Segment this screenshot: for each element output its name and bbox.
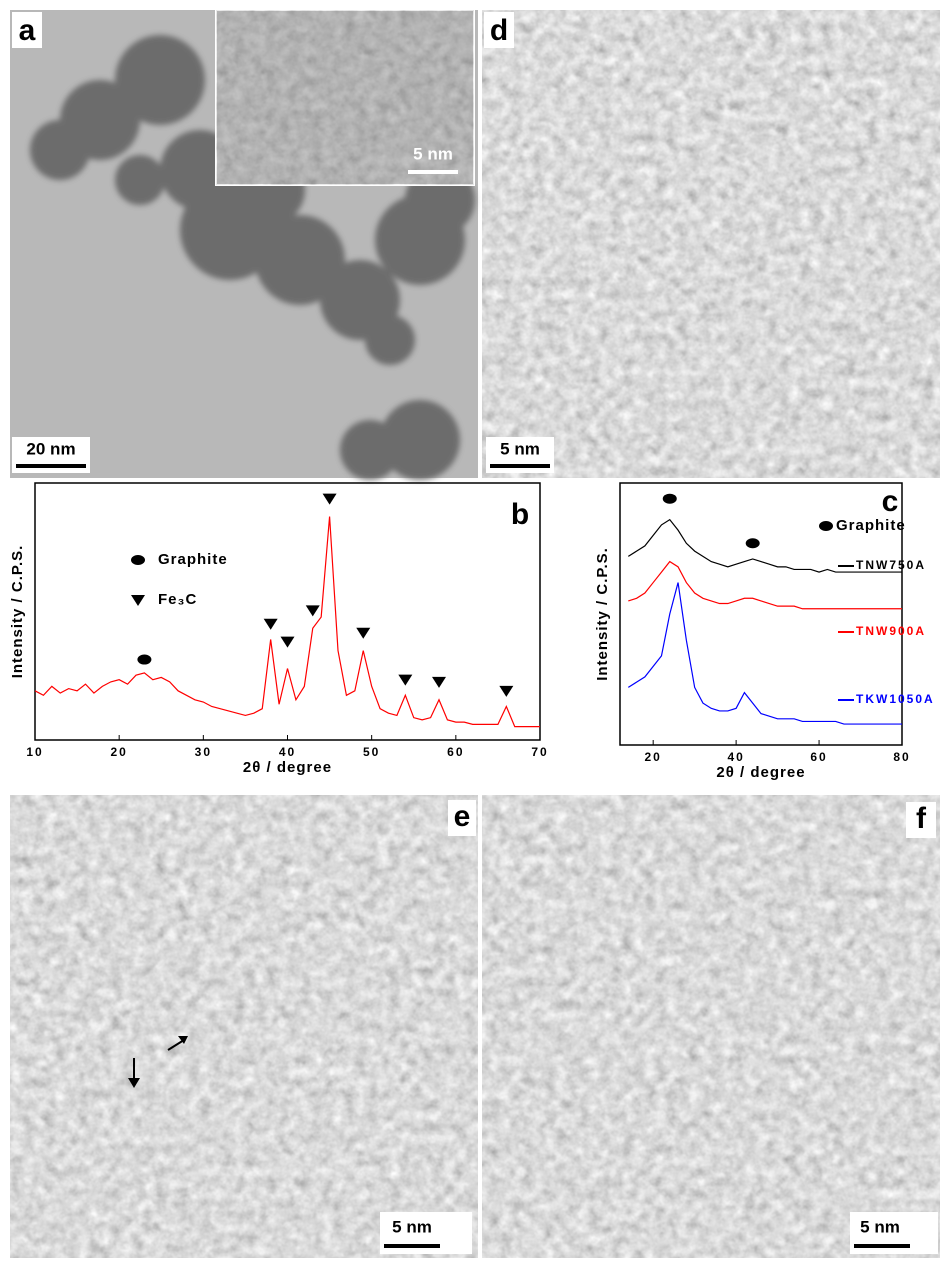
- legend-label: Fe₃C: [158, 591, 197, 608]
- panel-e: e 5 nm: [10, 795, 478, 1258]
- panel-a: a 20 nm 5 nm: [10, 10, 478, 480]
- peak-marker: [432, 677, 446, 688]
- x-tick-label: 80: [893, 750, 910, 764]
- x-tick-label: 60: [810, 750, 827, 764]
- panel-label: b: [511, 498, 529, 531]
- x-tick-label: 70: [531, 745, 548, 759]
- peak-marker: [306, 605, 320, 616]
- x-tick-label: 40: [279, 745, 296, 759]
- peak-marker: [137, 655, 151, 665]
- scale-bar-label: 5 nm: [413, 144, 453, 163]
- panel-label: a: [19, 14, 36, 47]
- scale-bar-label: 5 nm: [860, 1217, 900, 1236]
- peak-marker: [663, 494, 677, 504]
- panel-label: c: [882, 485, 899, 518]
- peak-marker: [323, 494, 337, 505]
- x-tick-label: 40: [727, 750, 744, 764]
- scale-bar-label: 5 nm: [500, 439, 540, 458]
- panel-label: f: [916, 802, 927, 835]
- peak-marker: [746, 538, 760, 548]
- legend-label: TNW750A: [856, 558, 926, 572]
- peak-marker: [398, 675, 412, 686]
- x-tick-label: 60: [447, 745, 464, 759]
- panel-label: d: [490, 14, 508, 47]
- x-tick-label: 10: [26, 745, 43, 759]
- y-axis-label: Intensity / C.P.S.: [594, 547, 611, 681]
- x-tick-label: 30: [195, 745, 212, 759]
- legend-symbol: [131, 595, 145, 606]
- peak-marker: [281, 637, 295, 648]
- peak-marker: [264, 619, 278, 630]
- panel-label: e: [454, 800, 471, 833]
- legend-label: Graphite: [158, 551, 228, 568]
- plot-frame: [35, 483, 540, 740]
- panel-f: f 5 nm: [482, 795, 940, 1258]
- legend-label: TKW1050A: [856, 692, 935, 706]
- figure: a 20 nm 5 nm d 5 nm e 5 nm f 5 nm 10 20 30…: [0, 0, 940, 1258]
- panel-d: d 5 nm: [482, 10, 940, 478]
- x-axis-label: 2θ / degree: [243, 759, 332, 776]
- x-tick-label: 20: [110, 745, 127, 759]
- data-line: [35, 517, 540, 727]
- y-axis-label: Intensity / C.P.S.: [9, 545, 26, 679]
- legend-label: TNW900A: [856, 624, 926, 638]
- peak-marker: [356, 628, 370, 639]
- peak-marker: [499, 686, 513, 697]
- legend-symbol: [131, 555, 145, 565]
- scale-bar-label: 5 nm: [392, 1217, 432, 1236]
- x-tick-label: 50: [363, 745, 380, 759]
- x-axis-label: 2θ / degree: [716, 764, 805, 781]
- legend-symbol: [819, 521, 833, 531]
- legend-label: Graphite: [836, 517, 906, 534]
- x-tick-label: 20: [644, 750, 661, 764]
- scale-bar-label: 20 nm: [26, 439, 75, 458]
